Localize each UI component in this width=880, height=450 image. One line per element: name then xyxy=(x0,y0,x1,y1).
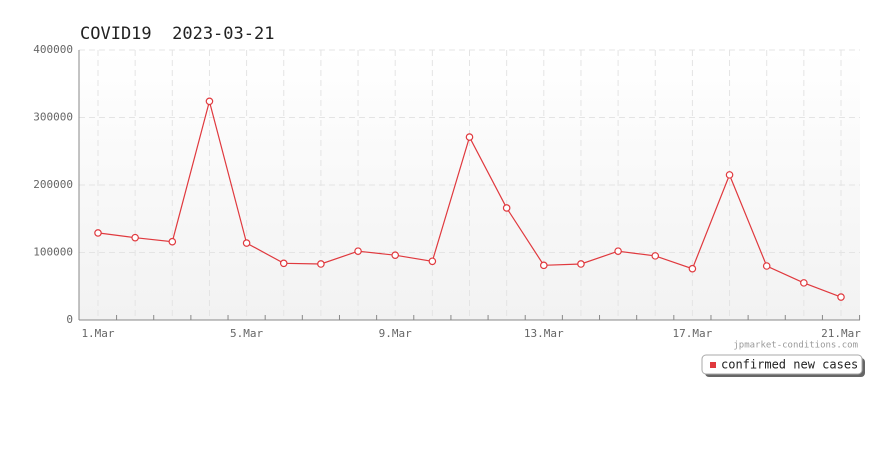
y-tick-label: 0 xyxy=(66,313,73,326)
data-point xyxy=(465,133,474,141)
data-point xyxy=(539,261,548,270)
data-point xyxy=(205,97,214,106)
data-point xyxy=(502,204,511,212)
data-point xyxy=(688,264,697,273)
data-point xyxy=(168,237,177,246)
x-tick-label: 17.Mar xyxy=(673,327,713,340)
y-tick-label: 400000 xyxy=(33,43,73,56)
watermark: jpmarket-conditions.com xyxy=(733,341,858,351)
y-tick-label: 200000 xyxy=(33,178,73,191)
data-point xyxy=(614,247,622,255)
data-point xyxy=(762,262,771,270)
data-point xyxy=(317,260,325,268)
data-point xyxy=(651,252,660,260)
legend: confirmed new cases xyxy=(701,354,865,377)
legend-swatch xyxy=(710,362,716,368)
data-point xyxy=(279,259,288,268)
data-point xyxy=(354,247,362,255)
data-point xyxy=(242,239,251,247)
y-tick-label: 100000 xyxy=(33,246,73,259)
data-point xyxy=(391,251,400,260)
chart-title: COVID19 2023-03-21 xyxy=(80,24,274,44)
y-tick-label: 300000 xyxy=(33,111,73,124)
x-tick-label: 5.Mar xyxy=(230,327,263,340)
x-tick-label: 1.Mar xyxy=(81,327,114,340)
data-point xyxy=(577,260,585,268)
x-tick-label: 21.Mar xyxy=(821,327,861,340)
data-point xyxy=(837,293,845,301)
legend-label: confirmed new cases xyxy=(721,358,858,372)
legend-box xyxy=(701,354,863,375)
data-point xyxy=(800,279,808,287)
data-point xyxy=(94,229,102,237)
x-tick-label: 9.Mar xyxy=(379,327,412,340)
data-point xyxy=(428,257,437,266)
x-tick-label: 13.Mar xyxy=(524,327,564,340)
data-point xyxy=(725,171,734,179)
data-point xyxy=(131,233,139,242)
